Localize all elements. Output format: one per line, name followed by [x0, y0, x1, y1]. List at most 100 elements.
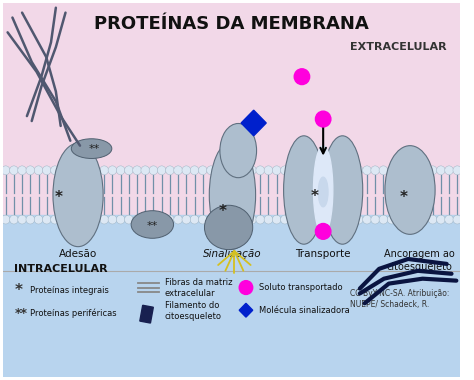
Ellipse shape [71, 139, 112, 158]
Circle shape [182, 215, 191, 224]
Text: EXTRACELULAR: EXTRACELULAR [350, 42, 447, 52]
Text: Filamento do
citoesqueleto: Filamento do citoesqueleto [165, 301, 222, 321]
Text: *: * [310, 189, 319, 204]
Circle shape [346, 215, 355, 224]
Circle shape [363, 166, 371, 175]
Circle shape [305, 215, 314, 224]
Circle shape [223, 166, 232, 175]
Circle shape [51, 166, 59, 175]
Ellipse shape [131, 211, 173, 238]
Text: Transporte: Transporte [295, 249, 351, 259]
Text: *: * [219, 204, 227, 219]
Circle shape [215, 215, 224, 224]
Circle shape [355, 215, 363, 224]
Circle shape [100, 215, 109, 224]
Circle shape [281, 215, 289, 224]
Text: Ancoragem ao
citoesqueleto: Ancoragem ao citoesqueleto [384, 249, 455, 272]
Circle shape [330, 215, 338, 224]
Circle shape [355, 166, 363, 175]
Circle shape [338, 166, 346, 175]
Circle shape [453, 166, 462, 175]
Bar [3, 3, 460, 215]
Ellipse shape [220, 124, 256, 178]
Circle shape [133, 215, 141, 224]
Circle shape [9, 166, 18, 175]
Circle shape [256, 166, 264, 175]
Bar [3, 215, 460, 377]
Circle shape [239, 215, 248, 224]
Text: Adesão: Adesão [59, 249, 97, 259]
Circle shape [42, 215, 51, 224]
Text: PROTEÍNAS DA MEMBRANA: PROTEÍNAS DA MEMBRANA [94, 14, 369, 33]
Circle shape [264, 215, 273, 224]
Circle shape [363, 215, 371, 224]
Circle shape [239, 166, 248, 175]
Circle shape [420, 215, 429, 224]
Circle shape [18, 215, 27, 224]
Ellipse shape [53, 143, 103, 247]
Ellipse shape [319, 177, 328, 207]
Circle shape [199, 166, 207, 175]
Circle shape [34, 166, 43, 175]
Circle shape [281, 166, 289, 175]
Circle shape [207, 166, 215, 175]
Text: Soluto transportado: Soluto transportado [259, 283, 343, 292]
Circle shape [141, 215, 150, 224]
Circle shape [231, 166, 240, 175]
Circle shape [404, 215, 412, 224]
Circle shape [315, 111, 331, 127]
Circle shape [231, 215, 240, 224]
Circle shape [116, 215, 125, 224]
Circle shape [125, 215, 133, 224]
Circle shape [51, 215, 59, 224]
Circle shape [248, 215, 256, 224]
Text: Fibras da matriz
extracelular: Fibras da matriz extracelular [165, 277, 232, 298]
Circle shape [313, 215, 322, 224]
Circle shape [207, 215, 215, 224]
Circle shape [1, 166, 10, 175]
Circle shape [305, 166, 314, 175]
Polygon shape [239, 303, 253, 317]
Circle shape [404, 166, 412, 175]
Circle shape [321, 215, 330, 224]
Circle shape [315, 223, 331, 239]
Circle shape [445, 215, 454, 224]
Circle shape [264, 166, 273, 175]
Circle shape [1, 215, 10, 224]
Circle shape [313, 166, 322, 175]
Text: Proteínas integrais: Proteínas integrais [30, 286, 109, 295]
Circle shape [133, 166, 141, 175]
Circle shape [26, 215, 35, 224]
Circle shape [289, 215, 297, 224]
Circle shape [34, 215, 43, 224]
Circle shape [165, 215, 174, 224]
Polygon shape [140, 305, 153, 323]
Ellipse shape [313, 146, 333, 234]
Circle shape [83, 166, 92, 175]
Circle shape [239, 281, 253, 294]
Circle shape [379, 166, 388, 175]
Circle shape [215, 166, 224, 175]
Circle shape [141, 166, 150, 175]
Circle shape [75, 166, 84, 175]
Circle shape [395, 166, 404, 175]
Circle shape [437, 215, 445, 224]
Circle shape [42, 166, 51, 175]
Text: *: * [14, 283, 22, 298]
Circle shape [412, 166, 420, 175]
Circle shape [338, 215, 346, 224]
Circle shape [272, 215, 281, 224]
Circle shape [256, 215, 264, 224]
Circle shape [223, 215, 232, 224]
Circle shape [294, 69, 310, 85]
Ellipse shape [283, 136, 324, 244]
Text: **: ** [14, 307, 27, 320]
Circle shape [297, 166, 306, 175]
Circle shape [174, 215, 182, 224]
Circle shape [346, 166, 355, 175]
Circle shape [289, 166, 297, 175]
Circle shape [387, 166, 396, 175]
Circle shape [83, 215, 92, 224]
Circle shape [190, 215, 199, 224]
Circle shape [445, 166, 454, 175]
